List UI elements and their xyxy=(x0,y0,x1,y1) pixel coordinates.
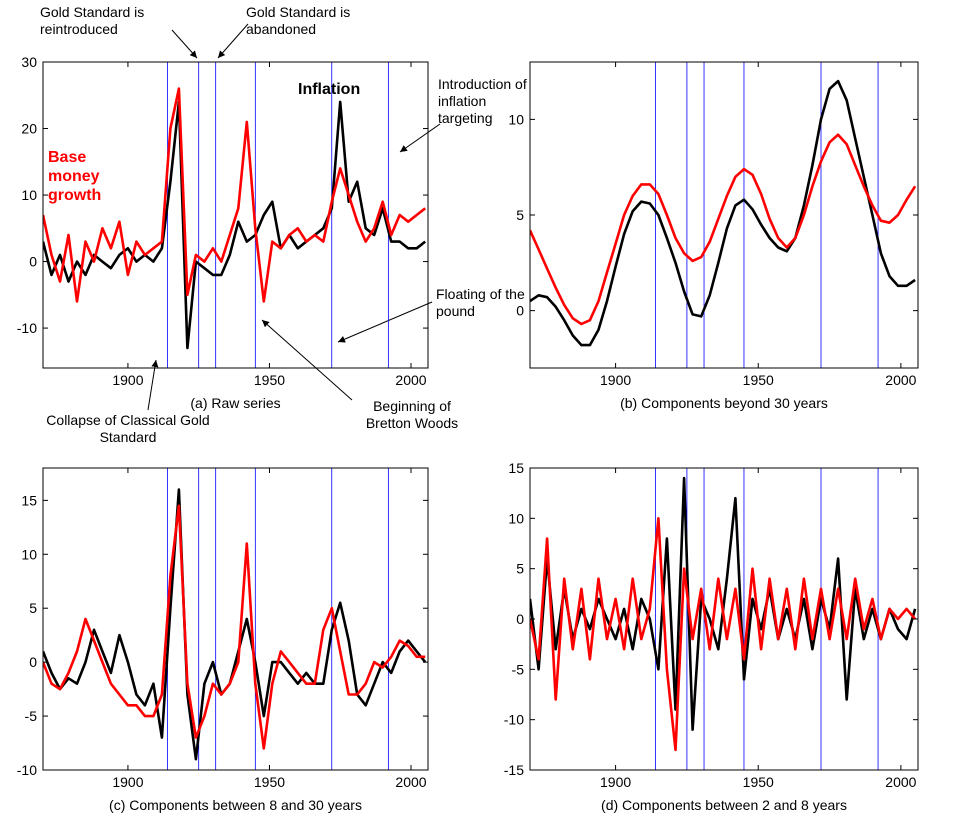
axes-box xyxy=(42,467,429,771)
arrows xyxy=(147,23,441,411)
x-tick-label: 1900 xyxy=(600,774,631,790)
arrow xyxy=(217,23,249,59)
x-tick-label: 1900 xyxy=(600,372,631,388)
series-line xyxy=(530,133,917,326)
y-tick-label: 5 xyxy=(29,600,37,616)
x-tick-label: 2000 xyxy=(885,774,916,790)
annotation: Gold Standard is abandoned xyxy=(246,4,351,37)
arrow xyxy=(171,29,198,59)
x-tick-label: 1950 xyxy=(254,774,285,790)
x-tick-label: 1900 xyxy=(112,372,143,388)
annotation: Introduction of inflation targeting xyxy=(438,76,527,126)
series-line xyxy=(43,504,426,750)
annotation: Gold Standard is reintroduced xyxy=(40,4,145,37)
y-tick-label: 15 xyxy=(21,492,37,508)
series-label: Base money growth xyxy=(48,149,102,204)
arrow xyxy=(337,301,433,343)
x-tick-label: 2000 xyxy=(395,372,426,388)
series-line xyxy=(43,488,427,761)
annotation: Collapse of Classical Gold Standard xyxy=(46,412,210,445)
y-tick-label: 10 xyxy=(21,187,37,203)
chart-title: (b) Components beyond 30 years xyxy=(620,395,828,411)
axes-box xyxy=(42,61,429,369)
y-tick-label: 15 xyxy=(508,460,524,476)
y-tick-label: 0 xyxy=(516,611,524,627)
arrow xyxy=(261,319,353,401)
y-tick-label: -15 xyxy=(504,762,524,778)
x-tick-label: 1950 xyxy=(743,372,774,388)
y-tick-label: -5 xyxy=(512,661,525,677)
y-tick-label: 10 xyxy=(21,546,37,562)
chart-title: (a) Raw series xyxy=(190,395,280,411)
annotation: Beginning of Bretton Woods xyxy=(365,398,459,431)
series-line xyxy=(530,517,917,752)
y-tick-label: 0 xyxy=(516,303,524,319)
y-tick-label: -10 xyxy=(504,712,524,728)
x-tick-label: 1950 xyxy=(254,372,285,388)
x-tick-label: 1900 xyxy=(112,774,143,790)
y-tick-label: 10 xyxy=(508,510,524,526)
series-line xyxy=(43,87,427,303)
series-label: Inflation xyxy=(298,81,361,98)
y-tick-label: -5 xyxy=(25,708,38,724)
y-tick-label: 5 xyxy=(516,207,524,223)
y-tick-label: 20 xyxy=(21,121,37,137)
chart-title: (c) Components between 8 and 30 years xyxy=(109,797,362,813)
y-tick-label: 0 xyxy=(29,654,37,670)
x-tick-label: 2000 xyxy=(395,774,426,790)
series-line xyxy=(530,79,916,347)
y-tick-label: -10 xyxy=(17,320,37,336)
y-tick-label: 5 xyxy=(516,561,524,577)
annotation: Floating of the pound xyxy=(436,286,525,319)
y-tick-label: 10 xyxy=(508,111,524,127)
chart-title: (d) Components between 2 and 8 years xyxy=(601,797,847,813)
arrow xyxy=(399,123,441,153)
y-tick-label: 0 xyxy=(29,254,37,270)
x-tick-label: 2000 xyxy=(885,372,916,388)
y-tick-label: 30 xyxy=(21,54,37,70)
series-line xyxy=(43,100,427,350)
x-tick-label: 1950 xyxy=(743,774,774,790)
y-tick-label: -10 xyxy=(17,762,37,778)
